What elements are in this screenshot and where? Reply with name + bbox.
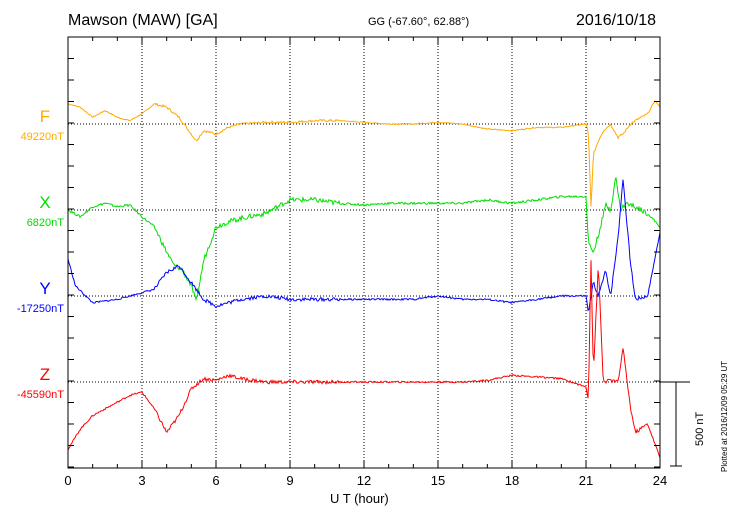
x-tick-label: 18 — [505, 473, 519, 488]
plotted-timestamp: Plotted at 2016/12/09 05:29 UT — [720, 360, 729, 472]
x-tick-label: 9 — [286, 473, 293, 488]
channel-label-f: F — [39, 107, 51, 126]
x-tick-label: 12 — [357, 473, 371, 488]
x-tick-label: 3 — [138, 473, 145, 488]
series-line-z — [67, 260, 661, 458]
x-axis-ticks: 0 3 6 9 12 15 18 21 24 — [64, 37, 667, 488]
channel-label-x: X — [39, 193, 51, 212]
series-line-f — [67, 100, 661, 207]
series-line-y — [67, 179, 661, 312]
channel-baseline-value-x: 6820nT — [26, 217, 64, 229]
x-tick-label: 0 — [64, 473, 71, 488]
channel-label-y: Y — [39, 279, 51, 298]
chart-date: 2016/10/18 — [576, 12, 657, 29]
channel-label-z: Z — [39, 365, 51, 384]
x-tick-label: 6 — [212, 473, 219, 488]
x-axis-label: U T (hour) — [330, 491, 389, 506]
grid-lines — [141, 37, 587, 468]
channel-baseline-value-y: -17250nT — [16, 303, 64, 315]
channel-baseline-value-f: 49220nT — [20, 131, 64, 143]
scale-bar — [660, 381, 690, 467]
channel-baseline-value-z: -45590nT — [16, 389, 64, 401]
x-tick-label: 21 — [579, 473, 593, 488]
series-layer — [67, 100, 661, 458]
station-coordinates: GG (-67.60°, 62.88°) — [368, 16, 470, 28]
station-title: Mawson (MAW) [GA] — [68, 12, 218, 29]
scale-bar-label: 500 nT — [694, 411, 706, 446]
series-line-x — [67, 177, 661, 302]
x-tick-label: 15 — [431, 473, 445, 488]
x-tick-label: 24 — [653, 473, 667, 488]
